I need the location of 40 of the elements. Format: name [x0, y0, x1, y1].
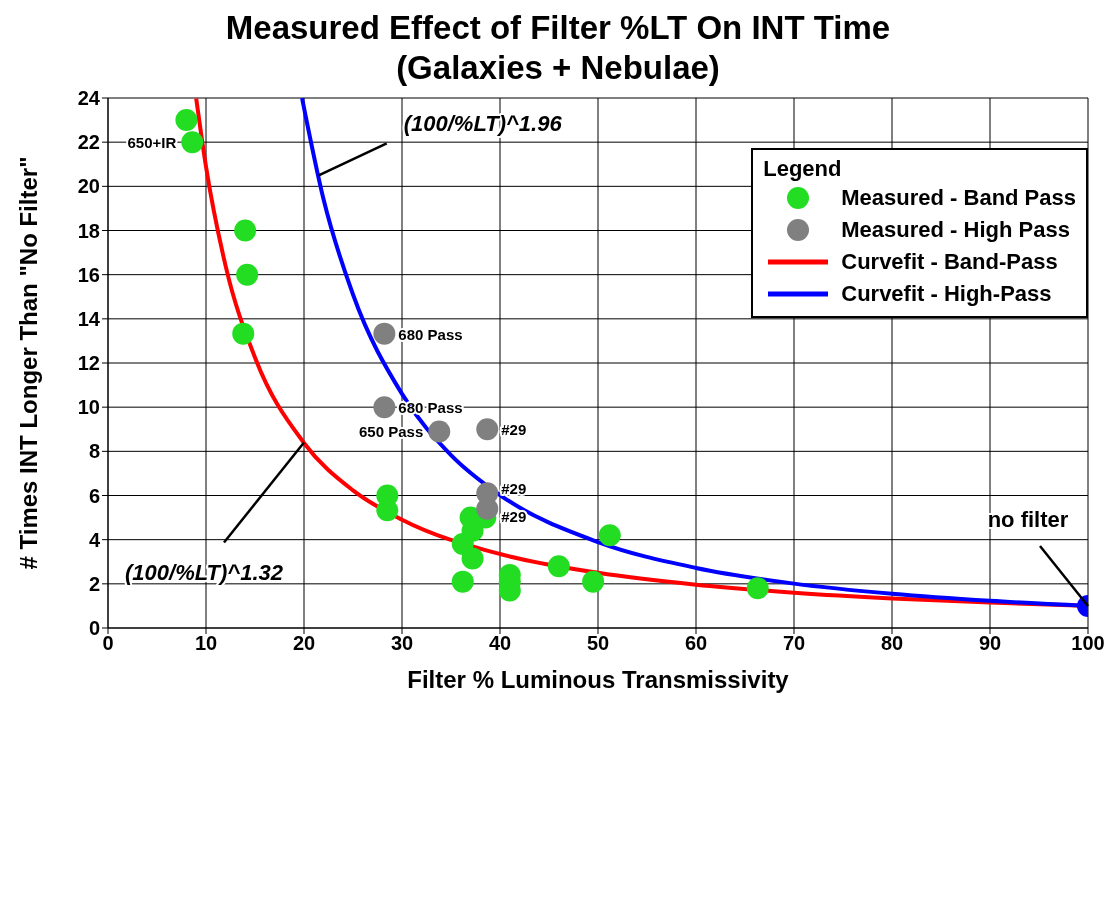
annotation: 680 Pass — [398, 325, 463, 343]
annotation: #29 — [501, 421, 527, 439]
y-tick-label: 0 — [88, 617, 100, 640]
y-tick-label: 16 — [77, 263, 100, 286]
x-tick-label: 30 — [390, 632, 414, 655]
y-tick-label: 6 — [88, 484, 100, 507]
y-tick-label: 20 — [77, 175, 100, 198]
legend-title: Legend — [763, 156, 843, 182]
annotation: (100/%LT)^1.32 — [125, 559, 284, 585]
chart-subtitle: (Galaxies + Nebulae) — [395, 48, 721, 88]
y-tick-label: 10 — [77, 396, 100, 419]
chart-title: Measured Effect of Filter %LT On INT Time — [224, 8, 892, 48]
legend-label: Measured - Band Pass — [841, 185, 1076, 211]
x-tick-label: 70 — [782, 632, 806, 655]
y-tick-label: 4 — [88, 528, 101, 551]
y-tick-label: 2 — [88, 572, 100, 595]
x-tick-label: 40 — [488, 632, 512, 655]
x-axis-title: Filter % Luminous Transmissivity — [407, 666, 790, 693]
legend-label: Curvefit - High-Pass — [841, 281, 1052, 307]
x-tick-label: 20 — [292, 632, 316, 655]
legend-label: Curvefit - Band-Pass — [841, 249, 1058, 275]
annotation: no filter — [987, 506, 1069, 532]
y-axis-title: # Times INT Longer Than "No Filter" — [14, 156, 42, 570]
x-tick-label: 90 — [978, 632, 1002, 655]
x-tick-label: 10 — [194, 632, 218, 655]
y-tick-label: 22 — [77, 131, 100, 154]
x-tick-label: 60 — [684, 632, 708, 655]
x-tick-label: 100 — [1071, 632, 1105, 655]
legend-label: Measured - High Pass — [841, 217, 1070, 243]
annotation: 650 Pass — [359, 423, 424, 441]
y-tick-label: 18 — [77, 219, 100, 242]
annotation: #29 — [501, 480, 527, 498]
y-tick-label: 24 — [77, 87, 101, 110]
annotation: (100/%LT)^1.96 — [403, 111, 563, 137]
y-tick-label: 12 — [77, 352, 100, 375]
annotation: #29 — [501, 507, 527, 525]
x-tick-label: 80 — [880, 632, 904, 655]
y-tick-label: 8 — [88, 440, 100, 463]
y-tick-label: 14 — [77, 307, 101, 330]
x-tick-label: 50 — [586, 632, 610, 655]
